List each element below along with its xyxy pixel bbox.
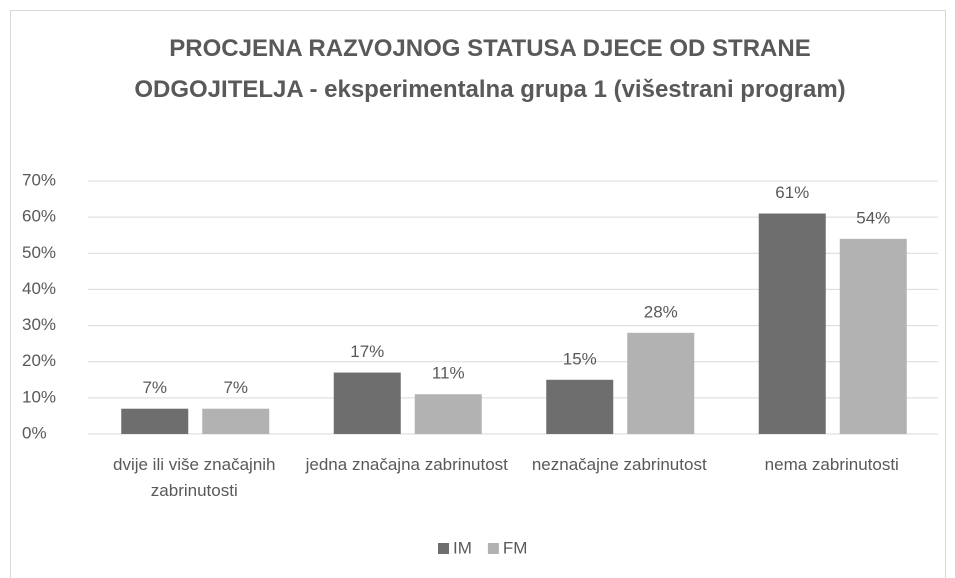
bar: [202, 408, 270, 434]
y-tick-label: 40%: [22, 279, 56, 298]
data-label: 28%: [644, 302, 678, 321]
x-tick-label: neznačajne zabrinutost: [531, 455, 707, 474]
x-tick-label: jedna značajna zabrinutost: [305, 455, 508, 474]
y-tick-label: 10%: [22, 387, 56, 406]
y-tick-label: 70%: [22, 170, 56, 189]
bar: [414, 394, 482, 434]
y-tick-label: 60%: [22, 207, 56, 226]
legend-swatch: [487, 543, 499, 554]
bar: [758, 213, 826, 434]
chart-title: PROCJENA RAZVOJNOG STATUSA DJECE OD STRA…: [134, 35, 846, 103]
y-tick-label: 50%: [22, 243, 56, 262]
legend-label: IM: [453, 538, 472, 557]
bar: [333, 372, 401, 434]
bar: [839, 238, 907, 434]
y-tick-label: 0%: [22, 423, 47, 442]
data-label: 17%: [350, 342, 384, 361]
x-tick-label: dvije ili više značajnih zabrinutosti: [112, 455, 276, 500]
data-label: 11%: [432, 364, 465, 383]
y-tick-label: 20%: [22, 351, 56, 370]
legend-swatch: [438, 543, 449, 554]
x-tick-label: nema zabrinutosti: [764, 455, 899, 474]
data-label: 54%: [856, 208, 890, 227]
data-label: 7%: [223, 378, 248, 397]
legend-label: FM: [503, 538, 528, 557]
y-tick-label: 30%: [22, 315, 56, 334]
bar: [627, 332, 695, 434]
bar: [121, 408, 189, 434]
data-label: 7%: [142, 378, 167, 397]
bar: [546, 379, 614, 434]
data-label: 15%: [563, 349, 597, 368]
chart-border: [10, 10, 946, 578]
data-label: 61%: [775, 183, 809, 202]
